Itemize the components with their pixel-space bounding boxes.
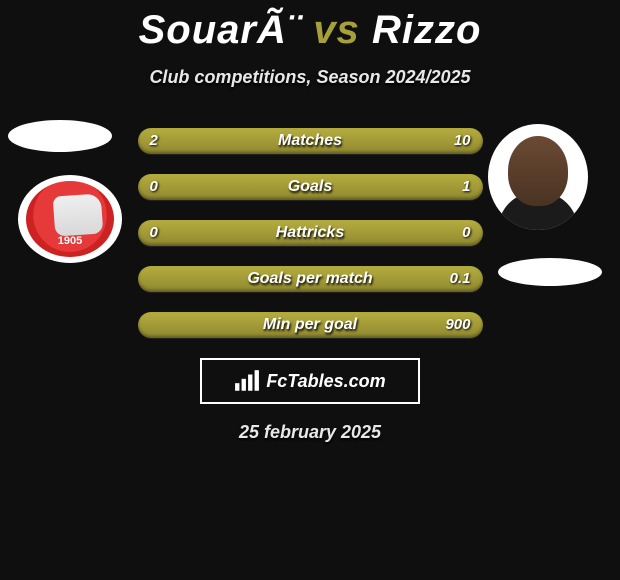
source-logo: FcTables.com xyxy=(200,358,420,404)
subtitle: Club competitions, Season 2024/2025 xyxy=(0,67,620,88)
source-logo-text: FcTables.com xyxy=(266,371,385,392)
stat-label: Matches xyxy=(138,128,483,154)
stat-right: 0 xyxy=(462,220,470,246)
vs-label: vs xyxy=(313,8,360,52)
date-label: 25 february 2025 xyxy=(0,422,620,443)
stat-label: Min per goal xyxy=(138,312,483,338)
stat-bar: Goals per match 0.1 xyxy=(138,266,483,292)
stat-bar: Min per goal 900 xyxy=(138,312,483,338)
stats-bars: 2 Matches 10 0 Goals 1 0 Hattricks 0 Goa… xyxy=(138,128,483,338)
barchart-icon xyxy=(234,370,260,392)
stat-right: 900 xyxy=(445,312,470,338)
player2-placeholder-ellipse xyxy=(498,258,602,286)
stat-right: 0.1 xyxy=(450,266,471,292)
stat-bar: 0 Goals 1 xyxy=(138,174,483,200)
comparison-card: SouarÃ¨ vs Rizzo Club competitions, Seas… xyxy=(0,0,620,580)
player1-name: SouarÃ¨ xyxy=(139,8,302,52)
stat-label: Goals per match xyxy=(138,266,483,292)
stat-right: 1 xyxy=(462,174,470,200)
player2-name: Rizzo xyxy=(372,8,481,52)
stat-bar: 2 Matches 10 xyxy=(138,128,483,154)
stat-right: 10 xyxy=(454,128,471,154)
stat-bar: 0 Hattricks 0 xyxy=(138,220,483,246)
griffin-icon xyxy=(53,193,104,236)
page-title: SouarÃ¨ vs Rizzo xyxy=(0,0,620,53)
club-badge: 1905 xyxy=(18,175,122,263)
player2-avatar xyxy=(488,124,588,230)
player1-placeholder-ellipse xyxy=(8,120,112,152)
club-year: 1905 xyxy=(18,235,122,247)
stat-label: Hattricks xyxy=(138,220,483,246)
stat-label: Goals xyxy=(138,174,483,200)
